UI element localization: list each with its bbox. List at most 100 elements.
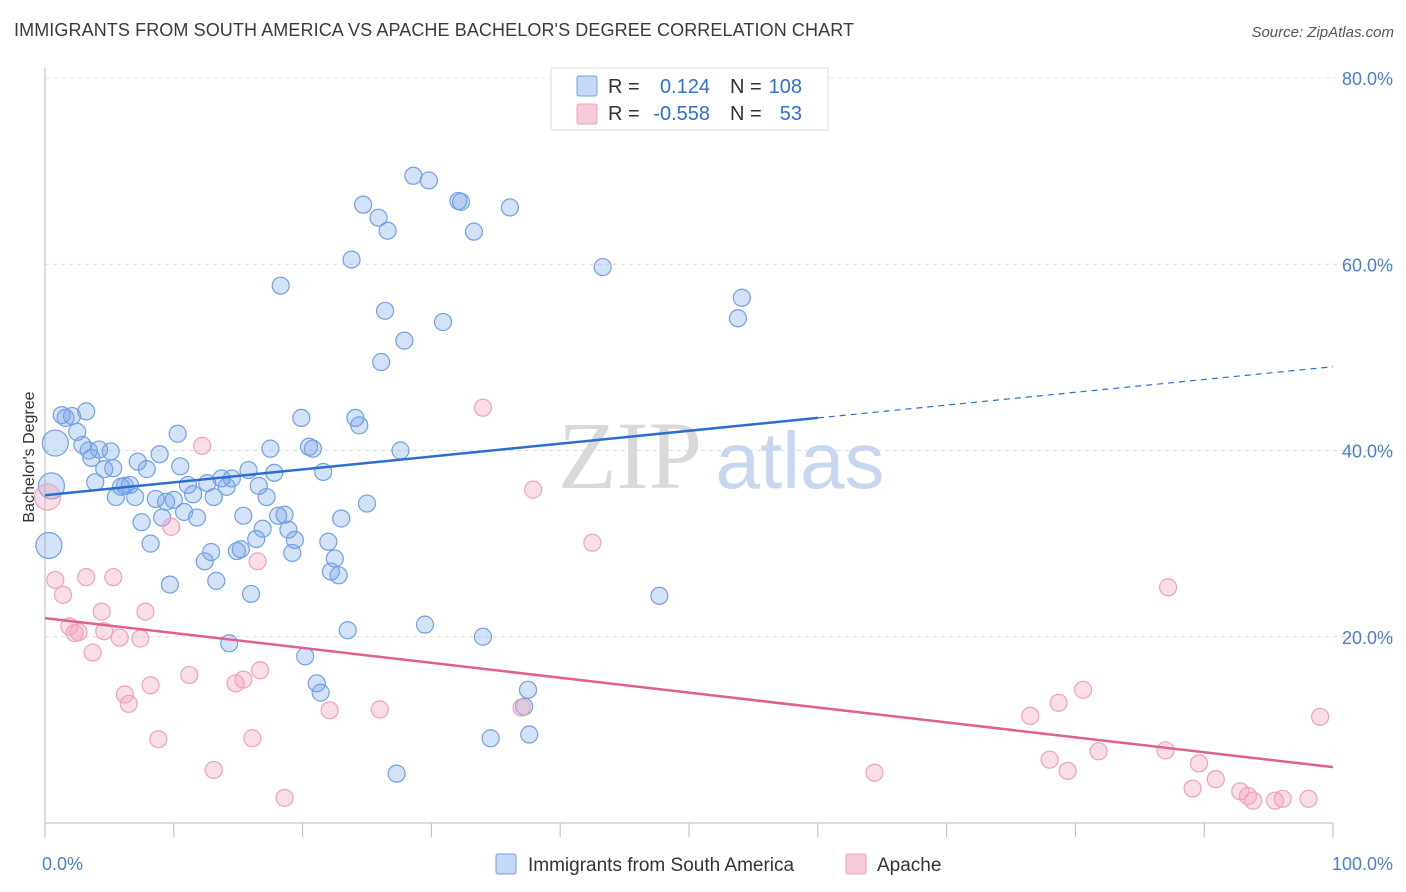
bottom-legend: Immigrants from South America Apache [495, 853, 941, 876]
point-apache-20 [193, 436, 212, 455]
point-immigrants-30 [164, 490, 183, 509]
point-immigrants-72 [325, 549, 344, 568]
point-apache-9 [95, 622, 114, 641]
point-apache-43 [1183, 779, 1202, 798]
point-apache-27 [275, 788, 294, 807]
bottom-legend-swatch-immigrants [495, 853, 517, 875]
point-immigrants-101 [593, 257, 612, 277]
point-immigrants-8 [77, 402, 96, 421]
data-points [33, 166, 1330, 810]
point-apache-28 [320, 701, 339, 720]
point-immigrants-39 [202, 542, 221, 562]
legend-n-value-2: 53 [780, 103, 802, 125]
point-apache-36 [1040, 750, 1059, 769]
point-immigrants-75 [338, 621, 357, 640]
watermark-atlas: atlas [716, 416, 885, 505]
y-axis-label: Bachelor's Degree [21, 391, 38, 522]
point-immigrants-103 [728, 309, 748, 328]
point-immigrants-20 [126, 487, 145, 507]
watermark: ZIP atlas [558, 402, 884, 509]
point-immigrants-59 [275, 505, 294, 524]
point-apache-48 [1244, 791, 1263, 810]
point-apache-29 [370, 700, 389, 719]
point-immigrants-80 [357, 494, 377, 513]
point-immigrants-62 [285, 530, 304, 550]
point-apache-52 [1311, 707, 1330, 726]
trend-lines [44, 366, 1334, 769]
point-apache-12 [115, 685, 134, 704]
point-apache-26 [250, 661, 270, 680]
point-immigrants-36 [187, 508, 207, 527]
point-immigrants-29 [160, 575, 180, 594]
legend-r-label-2: R = [608, 103, 640, 125]
point-immigrants-53 [253, 519, 272, 538]
point-apache-42 [1156, 741, 1175, 760]
point-immigrants-1 [37, 472, 66, 500]
point-apache-2 [53, 585, 73, 604]
trend-line-immigrants [44, 416, 818, 497]
point-immigrants-76 [342, 250, 361, 269]
point-immigrants-93 [451, 192, 471, 211]
point-apache-40 [1089, 742, 1108, 761]
point-apache-18 [162, 517, 181, 536]
point-immigrants-47 [231, 540, 250, 559]
point-immigrants-12 [89, 440, 109, 459]
point-apache-24 [243, 729, 262, 748]
legend-n-label-1: N = [730, 76, 762, 98]
point-apache-0 [33, 483, 62, 511]
y-tick-label-0: 20.0% [1342, 628, 1393, 648]
point-immigrants-31 [168, 424, 187, 443]
legend-r-label-1: R = [608, 76, 640, 98]
point-immigrants-35 [184, 485, 203, 504]
top-legend: R = 0.124 N = 108 R = -0.558 N = 53 [550, 67, 829, 131]
point-apache-8 [92, 602, 111, 621]
point-immigrants-73 [329, 566, 348, 585]
point-immigrants-88 [404, 166, 423, 185]
point-apache-34 [865, 763, 884, 782]
point-immigrants-32 [171, 457, 190, 476]
point-apache-33 [583, 533, 602, 552]
watermark-zip: ZIP [558, 402, 702, 509]
point-immigrants-41 [207, 571, 226, 590]
point-apache-15 [136, 602, 155, 621]
point-immigrants-55 [261, 439, 280, 458]
point-apache-35 [1021, 706, 1040, 726]
point-apache-25 [248, 552, 267, 571]
point-immigrants-104 [732, 288, 751, 307]
point-immigrants-15 [104, 459, 123, 478]
point-apache-14 [131, 629, 150, 648]
point-apache-11 [110, 628, 129, 647]
point-immigrants-64 [296, 647, 315, 666]
point-immigrants-60 [279, 520, 298, 539]
legend-r-value-2: -0.558 [653, 103, 710, 125]
y-tick-label-1: 40.0% [1342, 442, 1393, 462]
bottom-legend-swatch-apache [845, 853, 867, 875]
trend-line-immigrants-extension [817, 366, 1334, 419]
trend-line-apache [44, 616, 1334, 769]
point-apache-10 [104, 568, 123, 587]
bottom-legend-label-apache: Apache [877, 855, 941, 876]
point-immigrants-94 [464, 222, 484, 241]
point-immigrants-44 [220, 634, 239, 653]
point-immigrants-70 [319, 532, 338, 551]
point-apache-41 [1159, 578, 1178, 597]
point-immigrants-57 [269, 506, 288, 525]
point-apache-5 [69, 622, 88, 642]
x-tick-label-0: 0.0% [42, 854, 83, 874]
point-apache-13 [119, 694, 138, 713]
legend-n-label-2: N = [730, 103, 762, 125]
point-immigrants-2 [41, 429, 69, 457]
point-apache-23 [234, 670, 253, 689]
point-immigrants-50 [241, 584, 261, 604]
point-immigrants-95 [473, 627, 493, 646]
point-immigrants-79 [354, 195, 373, 214]
point-immigrants-89 [415, 615, 435, 634]
point-immigrants-22 [132, 513, 151, 532]
point-immigrants-23 [137, 460, 156, 479]
point-immigrants-97 [500, 198, 520, 217]
point-apache-44 [1189, 754, 1209, 773]
point-immigrants-40 [204, 487, 223, 507]
point-immigrants-45 [222, 469, 241, 488]
point-apache-50 [1273, 789, 1292, 808]
legend-swatch-immigrants [576, 75, 598, 97]
